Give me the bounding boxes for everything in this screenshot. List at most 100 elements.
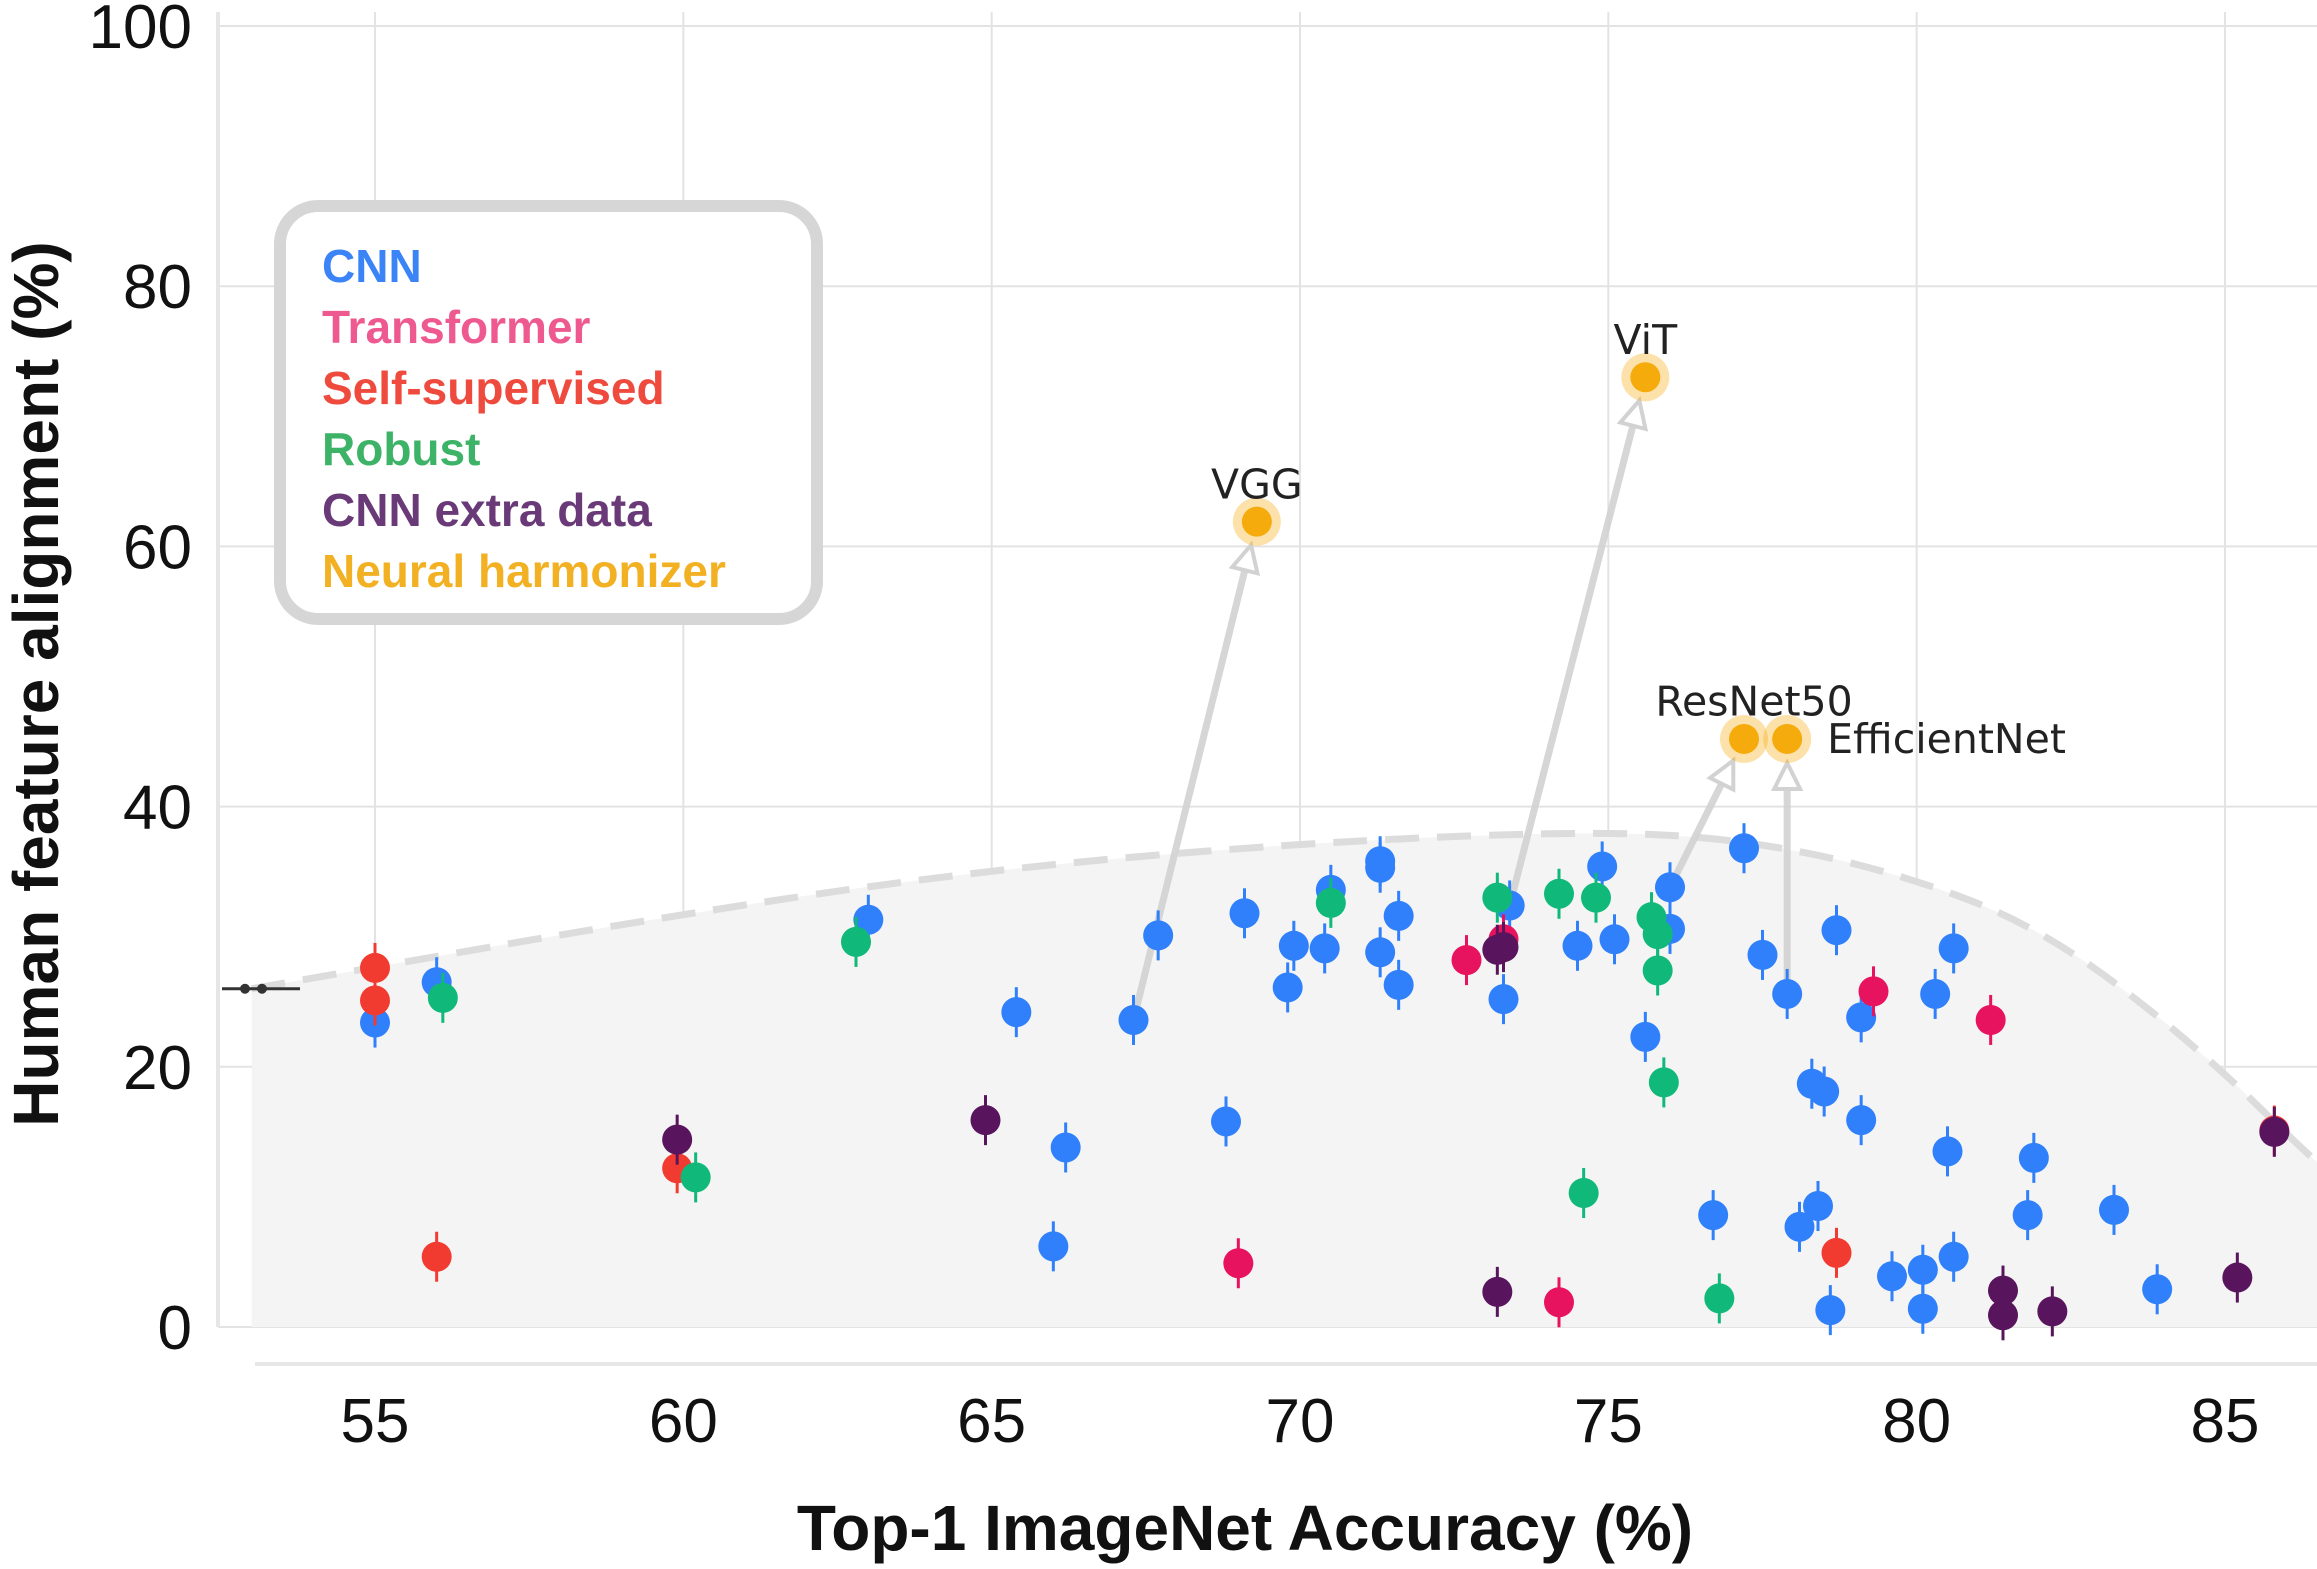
data-point [427, 972, 458, 1023]
point-marker [1938, 1241, 1969, 1272]
data-point [970, 1095, 1001, 1146]
legend-item: Self-supervised [322, 362, 665, 414]
point-marker [2142, 1274, 2173, 1305]
point-marker [1365, 852, 1396, 883]
x-tick-label: 85 [2191, 1387, 2260, 1456]
point-marker [1451, 945, 1482, 976]
y-tick-label: 60 [123, 513, 192, 582]
point-marker [1568, 1177, 1599, 1208]
frontier-marker-dot [257, 983, 267, 994]
point-marker [1001, 997, 1032, 1028]
point-marker [1050, 1132, 1081, 1163]
point-marker [2012, 1200, 2043, 1231]
x-axis-title: Top-1 ImageNet Accuracy (%) [797, 1492, 1693, 1564]
point-marker [1907, 1254, 1938, 1285]
harmonized-label: EfficientNet [1827, 715, 2066, 763]
harmonizer-arrow [1509, 422, 1637, 896]
data-point [1599, 914, 1630, 965]
data-point [1451, 935, 1482, 986]
point-marker [1975, 1004, 2006, 1035]
data-points [360, 823, 2290, 1341]
data-point [1568, 1167, 1599, 1218]
data-point [2037, 1286, 2068, 1337]
point-marker [2259, 1116, 2290, 1147]
data-point [1482, 872, 1513, 923]
frontier-marker-dot [240, 983, 250, 994]
frontier-curve [251, 829, 2317, 1167]
harmonizer-arrowhead [1228, 540, 1261, 577]
point-marker [1642, 919, 1673, 950]
data-point [1211, 1096, 1241, 1147]
data-point [1482, 1266, 1513, 1317]
data-point [662, 1114, 693, 1165]
x-tick-label: 75 [1574, 1387, 1643, 1456]
point-marker [1704, 1283, 1735, 1314]
point-marker [1383, 900, 1414, 931]
data-point [1630, 1011, 1661, 1062]
point-marker [421, 1241, 452, 1272]
point-marker [1858, 976, 1889, 1007]
point-marker [1920, 978, 1951, 1009]
legend-item: Neural harmonizer [322, 545, 726, 597]
legend: CNN Transformer Self-supervised Robust CNN e… [274, 200, 823, 625]
data-point [1383, 890, 1414, 941]
data-point [1938, 1231, 1969, 1282]
data-point [1223, 1238, 1254, 1289]
point-marker [1544, 1287, 1574, 1318]
point-marker [1932, 1136, 1963, 1167]
data-point [1001, 987, 1032, 1038]
point-marker [1938, 933, 1969, 964]
data-point [1803, 1181, 1833, 1232]
data-point [1877, 1251, 1907, 1302]
point-marker [360, 952, 390, 983]
point-marker [1877, 1261, 1907, 1292]
point-marker [1365, 937, 1396, 968]
data-point [2012, 1190, 2043, 1241]
legend-box [274, 200, 823, 625]
data-point [1821, 1227, 1852, 1278]
data-point [1932, 1126, 1963, 1177]
data-point [1988, 1290, 2018, 1341]
data-point [1143, 910, 1174, 961]
data-point [1698, 1190, 1729, 1241]
data-point [421, 1231, 452, 1282]
data-point [1383, 959, 1414, 1010]
data-point [1821, 905, 1852, 956]
point-marker [1482, 1276, 1513, 1307]
harmonizer-arrowhead [1706, 756, 1736, 793]
axes: 55 60 65 70 75 80 85 0 20 40 60 80 100 [89, 0, 2317, 1456]
x-tick-label: 55 [341, 1387, 410, 1456]
harmonized-label: VGG [1211, 460, 1303, 508]
data-point [1815, 1285, 1846, 1336]
point-marker [1630, 1021, 1661, 1052]
data-point [2018, 1132, 2049, 1183]
y-tick-label: 20 [123, 1034, 192, 1103]
point-marker [1803, 1191, 1833, 1222]
data-point [1809, 1066, 1840, 1117]
point-marker [1581, 882, 1611, 913]
point-marker [680, 1162, 711, 1193]
point-marker [1143, 920, 1174, 951]
point-marker [1821, 1237, 1852, 1268]
point-marker [2222, 1262, 2253, 1293]
point-marker [1642, 955, 1673, 986]
point-marker [1315, 887, 1346, 918]
frontier-fill [251, 833, 2317, 1327]
point-marker [427, 982, 458, 1013]
data-point [841, 916, 871, 967]
data-point [1846, 992, 1877, 1043]
data-point [1648, 1057, 1679, 1108]
point-marker [1229, 898, 1260, 929]
data-point [1858, 966, 1889, 1017]
point-marker [2037, 1296, 2068, 1327]
data-point [1729, 823, 1759, 874]
data-point [1309, 923, 1340, 974]
point-marker [1278, 930, 1309, 961]
data-point [1920, 968, 1951, 1019]
point-marker [1211, 1106, 1241, 1137]
point-marker [1772, 978, 1803, 1009]
harmonized-label: ResNet50 [1655, 678, 1852, 726]
x-tick-label: 65 [957, 1387, 1026, 1456]
data-point [1118, 994, 1149, 1045]
